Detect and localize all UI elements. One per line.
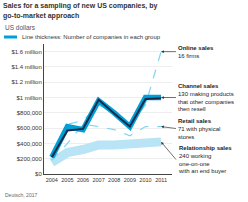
svg-text:2009: 2009 — [124, 177, 136, 183]
svg-text:Deutsch, 2017: Deutsch, 2017 — [5, 192, 37, 198]
svg-text:US dollars: US dollars — [5, 24, 36, 31]
svg-text:2005: 2005 — [61, 177, 73, 183]
svg-text:Relationship sales240 workingo: Relationship sales240 workingone-on-onew… — [178, 145, 232, 174]
svg-text:2008: 2008 — [108, 177, 120, 183]
svg-text:2011: 2011 — [155, 177, 167, 183]
svg-text:$200,000: $200,000 — [17, 156, 43, 162]
svg-text:2007: 2007 — [93, 177, 105, 183]
svg-text:2006: 2006 — [77, 177, 89, 183]
svg-text:2004: 2004 — [46, 177, 58, 183]
svg-text:2010: 2010 — [139, 177, 151, 183]
svg-text:$1.4 million: $1.4 million — [11, 64, 41, 70]
svg-text:$0: $0 — [35, 171, 42, 177]
svg-text:$1 million: $1 million — [16, 95, 41, 101]
svg-text:Line thickness: Number of comp: Line thickness: Number of companies in e… — [22, 34, 161, 40]
svg-text:Sales for a sampling of new US: Sales for a sampling of new US companies… — [3, 2, 158, 19]
svg-text:$400,000: $400,000 — [17, 141, 43, 147]
svg-text:Online sales16 firms: Online sales16 firms — [178, 45, 214, 59]
svg-text:$1.6 million: $1.6 million — [11, 49, 41, 55]
svg-text:$600,000: $600,000 — [17, 125, 43, 131]
svg-text:$1.2 million: $1.2 million — [11, 79, 41, 85]
svg-text:Retail sales71 with physicalst: Retail sales71 with physicalstores — [178, 118, 220, 140]
svg-text:$800,000: $800,000 — [17, 110, 43, 116]
svg-text:Channel sales130 making produc: Channel sales130 making productsthat oth… — [178, 83, 234, 112]
